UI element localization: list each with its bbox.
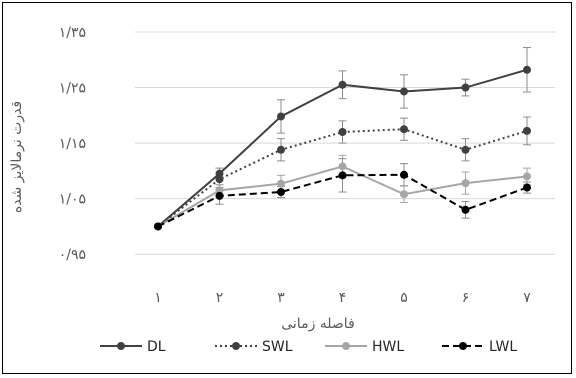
x-tick-label: ۳ xyxy=(277,290,285,306)
series-points xyxy=(154,65,531,231)
x-tick-labels: ۱ ۲ ۳ ۴ ۵ ۶ ۷ xyxy=(154,290,531,306)
x-tick-label: ۵ xyxy=(400,290,408,306)
legend-marker-swl xyxy=(232,342,240,350)
data-point-swl xyxy=(523,126,531,135)
data-point-hwl xyxy=(461,179,470,188)
x-tick-label: ۷ xyxy=(523,290,531,306)
legend-label-hwl: HWL xyxy=(372,339,404,355)
data-point-swl xyxy=(338,128,347,136)
chart-frame xyxy=(2,2,572,374)
y-tick-label: ۱/۱۵ xyxy=(59,136,86,152)
data-point-lwl xyxy=(338,171,347,180)
legend: DL SWL HWL LWL xyxy=(100,339,517,355)
data-point-hwl xyxy=(277,179,285,188)
legend-label-lwl: LWL xyxy=(489,339,517,355)
data-point-swl xyxy=(215,175,224,184)
data-point-hwl xyxy=(215,186,224,195)
y-axis-title: قدرت نرمالایز شده xyxy=(9,101,25,213)
data-point-hwl xyxy=(338,162,347,171)
x-axis-title: فاصله زمانی xyxy=(281,316,355,332)
error-bars xyxy=(215,47,531,219)
y-tick-label: ۱/۳۵ xyxy=(59,25,86,41)
legend-marker-dl xyxy=(117,342,125,350)
y-tick-label: ۱/۰۵ xyxy=(59,192,86,208)
x-tick-label: ۴ xyxy=(339,290,347,306)
data-point-dl xyxy=(338,80,347,89)
x-tick-label: ۲ xyxy=(216,290,224,306)
data-point-dl xyxy=(400,87,408,96)
y-tick-label: ۰/۹۵ xyxy=(59,247,86,263)
data-point-dl xyxy=(277,112,285,121)
y-tick-label: ۱/۲۵ xyxy=(59,81,86,97)
data-point-hwl xyxy=(523,172,531,181)
legend-marker-hwl xyxy=(342,342,350,350)
x-tick-label: ۱ xyxy=(154,290,162,306)
data-point-dl xyxy=(215,169,224,178)
data-point-lwl xyxy=(400,170,408,179)
data-point-dl xyxy=(461,83,470,92)
data-point-dl xyxy=(523,65,531,74)
legend-marker-lwl xyxy=(459,342,467,350)
data-point-lwl xyxy=(215,191,224,200)
y-tick-labels: ۰/۹۵ ۱/۰۵ ۱/۱۵ ۱/۲۵ ۱/۳۵ xyxy=(59,25,86,263)
data-point-swl xyxy=(277,145,285,154)
data-point-hwl xyxy=(400,190,408,199)
data-point-lwl xyxy=(523,183,531,192)
data-point-lwl xyxy=(277,188,285,196)
data-point-lwl xyxy=(461,205,470,214)
data-point-swl xyxy=(461,145,470,154)
legend-label-dl: DL xyxy=(147,339,166,355)
x-tick-label: ۶ xyxy=(462,290,470,306)
data-point-swl xyxy=(400,125,408,134)
legend-label-swl: SWL xyxy=(262,339,293,355)
data-point-lwl xyxy=(154,222,162,231)
